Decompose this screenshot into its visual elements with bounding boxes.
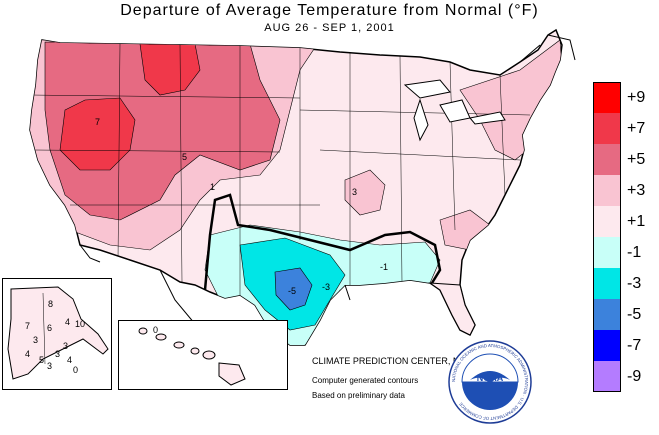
legend-item: +1: [593, 206, 655, 237]
legend-label: +9: [627, 89, 646, 106]
legend-swatch: [593, 175, 621, 206]
legend-swatch: [593, 299, 621, 330]
legend-item: +3: [593, 175, 655, 206]
alaska-label-3c: 3: [55, 349, 60, 359]
alaska-map: 8 10 7 6 4 3 3 4 3 5 4 3 0: [7, 286, 109, 380]
alaska-label-3: 3: [33, 335, 38, 345]
contour-region-plus7-great-basin: [59, 97, 136, 171]
noaa-logo-text: NOAA: [477, 373, 504, 383]
legend-swatch: [593, 144, 621, 175]
contour-label-minus1: -1: [380, 262, 388, 272]
alaska-label-3d: 3: [47, 361, 52, 371]
alaska-label-10: 10: [75, 319, 85, 329]
noaa-logo-icon: NOAA NATIONAL OCEANIC AND ATMOSPHERIC AD…: [448, 340, 532, 424]
legend-label: -5: [627, 306, 642, 323]
alaska-label-3b: 3: [63, 341, 68, 351]
legend-swatch: [593, 330, 621, 361]
legend-label: +5: [627, 151, 646, 168]
contour-label-5: 5: [182, 152, 187, 162]
alaska-label-4c: 4: [67, 355, 72, 365]
contour-label-3: 3: [352, 187, 357, 197]
zero-contour-line: [203, 193, 442, 291]
alaska-label-4: 4: [65, 317, 70, 327]
legend-label: +7: [627, 120, 646, 137]
temperature-legend: +9 +7 +5 +3 +1 -1 -3 -5 -7 -9: [593, 82, 655, 392]
contour-region-plus5: [44, 41, 281, 221]
alaska-label-8: 8: [48, 299, 53, 309]
alaska-label-4b: 4: [25, 349, 30, 359]
legend-swatch: [593, 237, 621, 268]
contour-region-minus5: [274, 267, 313, 311]
florida-peninsula: [428, 282, 476, 336]
alaska-label-6: 6: [47, 323, 52, 333]
legend-label: -1: [627, 244, 642, 261]
legend-item: -3: [593, 268, 655, 299]
hawaii-inset: 0: [118, 320, 288, 390]
contour-region-plus3-midwest: [344, 169, 386, 216]
legend-swatch: [593, 82, 621, 113]
credit-method: Computer generated contours: [312, 376, 419, 385]
legend-label: -9: [627, 368, 642, 385]
contour-label-minus3: -3: [322, 282, 330, 292]
contour-label-1: 1: [210, 182, 215, 192]
legend-swatch: [593, 361, 621, 392]
alaska-label-0: 0: [73, 365, 78, 375]
great-lakes: [403, 79, 506, 142]
alaska-inset: 8 10 7 6 4 3 3 4 3 5 4 3 0: [2, 278, 112, 390]
legend-label: +3: [627, 182, 646, 199]
legend-label: -3: [627, 275, 642, 292]
contour-label-minus5: -5: [288, 286, 296, 296]
legend-item: +7: [593, 113, 655, 144]
alaska-label-7: 7: [25, 321, 30, 331]
legend-item: +9: [593, 82, 655, 113]
legend-label: -7: [627, 337, 642, 354]
legend-label: +1: [627, 213, 646, 230]
legend-item: +5: [593, 144, 655, 175]
legend-swatch: [593, 206, 621, 237]
hawaii-map: 0: [138, 325, 246, 386]
map-title: Departure of Average Temperature from No…: [120, 2, 539, 19]
map-date-range: AUG 26 - SEP 1, 2001: [264, 22, 395, 34]
legend-item: -1: [593, 237, 655, 268]
alaska-label-5: 5: [39, 355, 44, 365]
legend-item: -7: [593, 330, 655, 361]
legend-item: -9: [593, 361, 655, 392]
credit-cpc-noaa: CLIMATE PREDICTION CENTER, NOAA: [312, 356, 479, 366]
legend-swatch: [593, 268, 621, 299]
legend-swatch: [593, 113, 621, 144]
hawaii-label-0: 0: [153, 325, 158, 335]
contour-label-7: 7: [95, 117, 100, 127]
legend-item: -5: [593, 299, 655, 330]
canada-coast: [519, 34, 576, 63]
credit-basis: Based on preliminary data: [312, 391, 405, 400]
